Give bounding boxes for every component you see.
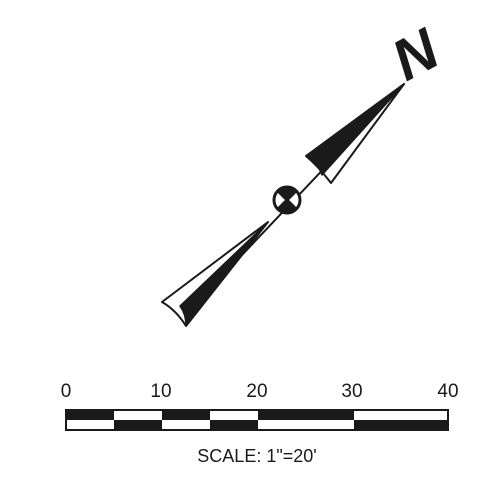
scale-caption: SCALE: 1"=20' <box>197 446 316 466</box>
scale-tick-label-10: 10 <box>150 381 171 402</box>
scale-bar: 0 10 20 30 40 SCALE: 1"=20' <box>61 381 459 466</box>
scale-tick-label-20: 20 <box>246 381 267 402</box>
scale-tick-label-0: 0 <box>61 381 72 402</box>
north-label: N <box>382 16 450 94</box>
scale-bar-segments <box>65 409 449 431</box>
north-arrow-center-marker <box>272 185 302 215</box>
scale-tick-label-40: 40 <box>437 381 458 402</box>
scale-tick-label-30: 30 <box>341 381 362 402</box>
north-arrow: N <box>161 16 450 327</box>
north-arrowhead-fill <box>305 83 405 176</box>
tail-arrowhead-fill <box>179 221 269 327</box>
